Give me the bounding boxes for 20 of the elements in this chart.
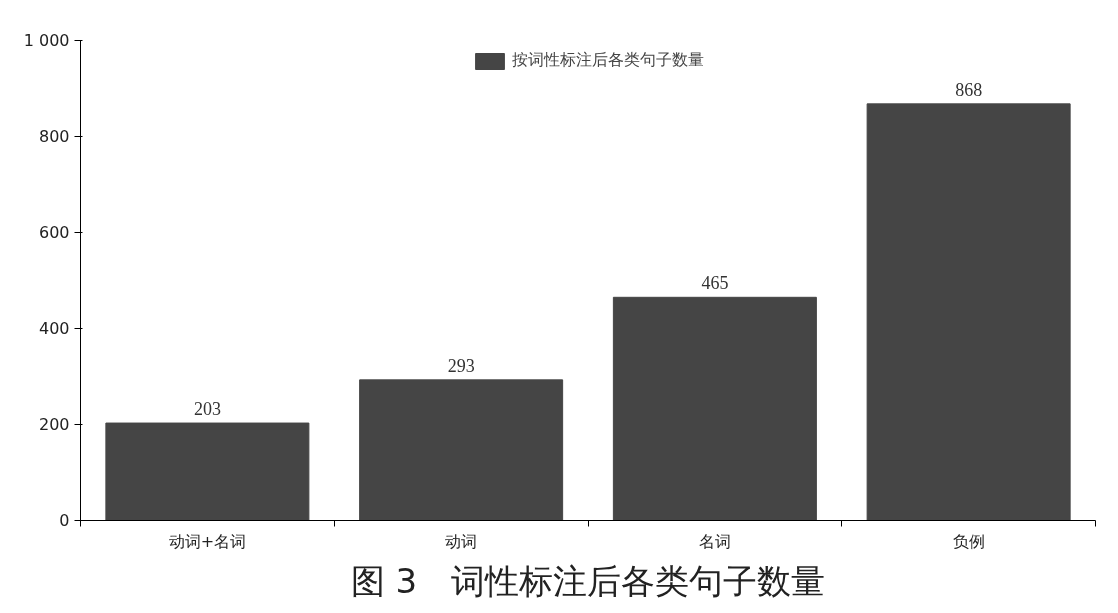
x-tick-label: 动词+名词	[168, 531, 247, 551]
y-tick-label: 600	[38, 223, 70, 242]
bar	[105, 422, 310, 521]
y-tick-label: 800	[38, 127, 70, 146]
x-tick-label: 动词	[445, 531, 478, 551]
text: 图 3 词性标注后各类句子数量	[350, 560, 826, 601]
legend-label: 按词性标注后各类句子数量	[512, 50, 704, 71]
bar	[612, 296, 817, 521]
data-label: 293	[447, 355, 475, 376]
bar	[866, 103, 1071, 521]
y-tick-label: 200	[38, 415, 70, 434]
y-tick-label: 1 000	[23, 31, 70, 50]
bar	[359, 379, 564, 521]
x-tick-label: 负例	[952, 531, 985, 551]
x-tick-label: 名词	[698, 531, 731, 551]
data-label: 868	[955, 79, 983, 100]
y-tick-label: 0	[59, 511, 70, 530]
data-label: 203	[193, 399, 221, 420]
data-label: 465	[701, 273, 729, 294]
y-tick-label: 400	[38, 319, 70, 338]
